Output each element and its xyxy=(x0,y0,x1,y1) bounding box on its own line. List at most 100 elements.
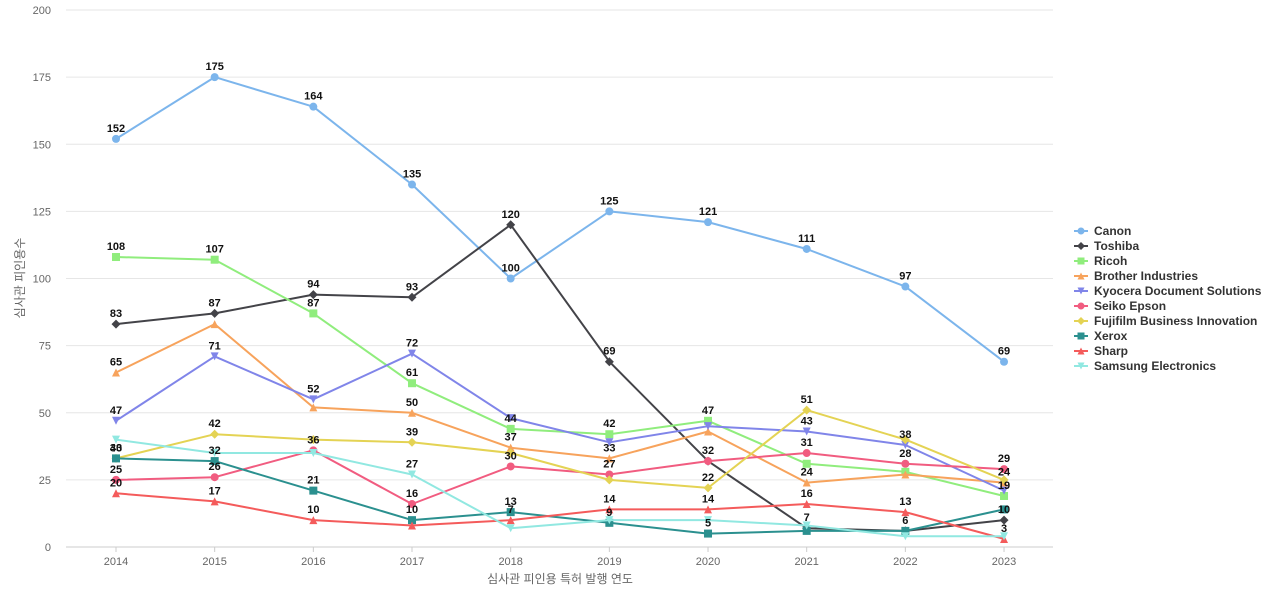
data-point[interactable] xyxy=(408,379,417,388)
data-point[interactable] xyxy=(703,483,713,493)
data-point[interactable] xyxy=(408,408,417,417)
data-point[interactable] xyxy=(506,220,516,230)
legend-item-sharp[interactable]: Sharp xyxy=(1074,344,1128,358)
data-point[interactable] xyxy=(704,218,713,227)
data-point[interactable] xyxy=(407,437,417,447)
data-point[interactable] xyxy=(704,422,713,431)
data-point[interactable] xyxy=(605,207,614,216)
data-point[interactable] xyxy=(605,430,614,439)
data-point[interactable] xyxy=(999,475,1009,485)
series-line[interactable] xyxy=(115,438,1004,538)
data-point[interactable] xyxy=(308,290,318,300)
data-point[interactable] xyxy=(901,508,910,517)
data-point[interactable] xyxy=(210,320,219,329)
data-point[interactable] xyxy=(309,395,318,404)
legend-item-toshiba[interactable]: Toshiba xyxy=(1074,239,1139,253)
series-line[interactable] xyxy=(115,352,1005,492)
data-point[interactable] xyxy=(605,516,614,525)
data-point[interactable] xyxy=(1000,505,1009,514)
data-point[interactable] xyxy=(1000,465,1009,474)
series-line[interactable] xyxy=(115,223,1005,532)
data-point[interactable] xyxy=(802,526,811,535)
data-point[interactable] xyxy=(704,416,713,425)
data-point[interactable] xyxy=(802,500,811,509)
data-point[interactable] xyxy=(112,435,120,444)
legend-item-samsung-electronics[interactable]: Samsung Electronics xyxy=(1074,359,1216,373)
data-point[interactable] xyxy=(901,459,910,468)
data-point[interactable] xyxy=(999,515,1009,525)
data-point[interactable] xyxy=(802,521,811,530)
data-point[interactable] xyxy=(901,440,910,449)
data-point[interactable] xyxy=(900,435,910,445)
data-point[interactable] xyxy=(210,73,219,82)
data-point[interactable] xyxy=(407,292,417,302)
data-point[interactable] xyxy=(901,526,910,535)
data-point[interactable] xyxy=(112,475,120,484)
data-point[interactable] xyxy=(112,368,120,377)
legend-item-ricoh[interactable]: Ricoh xyxy=(1074,254,1127,268)
data-point[interactable] xyxy=(901,532,910,541)
data-point[interactable] xyxy=(506,448,516,458)
data-point[interactable] xyxy=(309,309,318,318)
data-point[interactable] xyxy=(604,357,614,367)
data-point[interactable] xyxy=(309,516,318,525)
data-point[interactable] xyxy=(210,473,219,482)
data-point[interactable] xyxy=(112,489,120,498)
data-point[interactable] xyxy=(506,424,515,433)
data-point[interactable] xyxy=(309,486,318,495)
data-point[interactable] xyxy=(112,253,120,262)
data-point[interactable] xyxy=(1000,491,1009,500)
data-point[interactable] xyxy=(506,414,515,423)
data-point[interactable] xyxy=(605,438,614,447)
data-point[interactable] xyxy=(901,470,910,479)
data-point[interactable] xyxy=(210,255,219,264)
data-point[interactable] xyxy=(802,459,811,468)
series-line[interactable] xyxy=(115,323,1005,484)
data-point[interactable] xyxy=(704,516,713,525)
data-point[interactable] xyxy=(309,102,318,111)
data-point[interactable] xyxy=(901,282,910,291)
data-point[interactable] xyxy=(309,403,318,412)
data-point[interactable] xyxy=(802,427,811,436)
data-point[interactable] xyxy=(1000,357,1009,366)
legend-item-fujifilm-business-innovation[interactable]: Fujifilm Business Innovation xyxy=(1074,314,1257,328)
data-point[interactable] xyxy=(605,454,614,463)
data-point[interactable] xyxy=(506,524,515,533)
data-point[interactable] xyxy=(605,505,614,514)
data-point[interactable] xyxy=(408,180,417,189)
data-point[interactable] xyxy=(506,462,515,471)
data-point[interactable] xyxy=(210,308,220,318)
series-line[interactable] xyxy=(115,492,1005,540)
data-point[interactable] xyxy=(210,449,219,458)
data-point[interactable] xyxy=(605,470,614,479)
legend-item-canon[interactable]: Canon xyxy=(1074,224,1131,238)
legend-item-brother-industries[interactable]: Brother Industries xyxy=(1074,269,1198,283)
data-point[interactable] xyxy=(704,457,713,466)
data-point[interactable] xyxy=(1000,486,1009,495)
data-point[interactable] xyxy=(802,478,811,487)
data-point[interactable] xyxy=(111,319,121,329)
data-point[interactable] xyxy=(704,505,713,514)
data-point[interactable] xyxy=(309,449,318,458)
data-point[interactable] xyxy=(210,457,219,466)
data-point[interactable] xyxy=(408,521,417,530)
data-point[interactable] xyxy=(408,470,417,479)
data-point[interactable] xyxy=(112,416,120,425)
data-point[interactable] xyxy=(408,516,417,525)
legend-item-seiko-epson[interactable]: Seiko Epson xyxy=(1074,299,1166,313)
data-point[interactable] xyxy=(408,349,417,358)
data-point[interactable] xyxy=(704,427,713,436)
data-point[interactable] xyxy=(802,449,811,458)
data-point[interactable] xyxy=(506,443,515,452)
series-line[interactable] xyxy=(115,256,1005,497)
data-point[interactable] xyxy=(112,454,120,463)
series-line[interactable] xyxy=(115,449,1005,505)
series-line[interactable] xyxy=(115,76,1005,363)
data-point[interactable] xyxy=(604,475,614,485)
data-point[interactable] xyxy=(210,429,220,439)
data-point[interactable] xyxy=(506,508,515,517)
data-point[interactable] xyxy=(112,134,120,143)
data-point[interactable] xyxy=(308,435,318,445)
data-point[interactable] xyxy=(802,405,812,415)
data-point[interactable] xyxy=(210,352,219,361)
